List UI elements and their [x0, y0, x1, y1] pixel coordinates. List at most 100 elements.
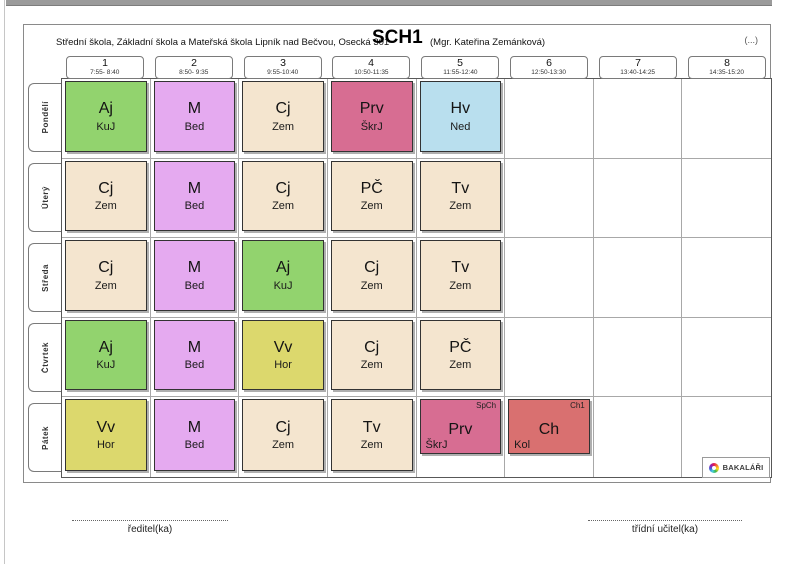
period-number: 2: [191, 56, 197, 69]
lesson-card[interactable]: Vv Hor: [65, 399, 147, 471]
lesson-card[interactable]: Cj Zem: [65, 160, 147, 232]
timetable-page: Střední škola, Základní škola a Mateřská…: [23, 24, 772, 483]
timetable-cell: Vv Hor: [239, 317, 328, 398]
lesson-card[interactable]: Tv Zem: [330, 399, 413, 471]
timetable-cell: [593, 397, 683, 477]
timetable-cell: M Bed: [150, 79, 240, 159]
teacher-abbr: Hor: [274, 359, 292, 372]
subject-abbr: Cj: [275, 179, 291, 197]
timetable-cell: Cj Zem: [239, 158, 328, 239]
period-time: 13:40-14:25: [620, 69, 656, 77]
day-label: Pondělí: [41, 101, 50, 134]
subject-abbr: PČ: [360, 179, 383, 197]
teacher-abbr: Zem: [272, 120, 295, 133]
subject-abbr: Cj: [275, 418, 291, 436]
teacher-abbr: Zem: [94, 200, 117, 213]
signature-dotted-line: [72, 520, 228, 521]
timetable-cell: Tv Zem: [327, 397, 417, 477]
lesson-card[interactable]: Tv Zem: [419, 240, 502, 311]
lesson-card[interactable]: M Bed: [153, 240, 236, 311]
period-time: 9:55-10:40: [267, 69, 299, 77]
teacher-abbr: Bed: [184, 120, 205, 133]
timetable-cell: Aj KuJ: [239, 238, 328, 318]
period-time: 11:55-12:40: [442, 69, 478, 77]
lesson-card[interactable]: Cj Zem: [330, 319, 413, 391]
period-time: 8:50- 9:35: [179, 69, 209, 77]
lesson-card[interactable]: Vv Hor: [242, 319, 324, 391]
timetable-cell: SpCh Prv ŠkrJ: [416, 397, 506, 477]
teacher-abbr: Ned: [450, 120, 471, 133]
period-tab-5: 5 11:55-12:40: [421, 56, 499, 79]
lesson-card[interactable]: Ch1 Ch Kol: [508, 399, 590, 455]
lesson-card[interactable]: Cj Zem: [242, 399, 324, 471]
timetable-cell: PČ Zem: [416, 317, 506, 398]
timetable-cell: [593, 238, 683, 318]
teacher-abbr: Bed: [184, 279, 205, 292]
teacher-abbr: Hor: [96, 439, 115, 452]
lesson-card[interactable]: Cj Zem: [242, 81, 324, 152]
teacher-abbr: Zem: [449, 279, 472, 292]
timetable-cell: [682, 79, 771, 159]
timetable-cell: M Bed: [150, 317, 240, 398]
lesson-card[interactable]: Tv Zem: [419, 160, 502, 232]
lesson-card[interactable]: M Bed: [153, 319, 236, 391]
bakalari-brand: BAKALÁŘI: [702, 457, 770, 478]
teacher-abbr: Zem: [94, 279, 117, 292]
window-top-bar: [6, 0, 772, 6]
teacher-abbr: Bed: [184, 359, 205, 372]
teacher-abbr: ŠkrJ: [360, 120, 383, 133]
teacher-abbr: KuJ: [273, 279, 293, 292]
subject-abbr: Cj: [275, 99, 291, 117]
timetable-cell: [505, 238, 594, 318]
day-tab-thursday: Čtvrtek: [28, 323, 62, 392]
subject-abbr: M: [187, 179, 202, 197]
lesson-card[interactable]: M Bed: [153, 160, 236, 232]
timetable-cell: Cj Zem: [327, 317, 417, 398]
timetable-cell: M Bed: [150, 238, 240, 318]
period-number: 1: [102, 56, 108, 69]
subject-abbr: Cj: [98, 259, 114, 277]
lesson-card[interactable]: Hv Ned: [419, 81, 502, 152]
timetable-cell: Cj Zem: [239, 79, 328, 159]
bakalari-logo-icon: [708, 462, 719, 473]
period-number: 8: [724, 56, 730, 69]
lesson-card[interactable]: M Bed: [153, 399, 236, 471]
teacher-abbr: Zem: [360, 279, 383, 292]
lesson-card[interactable]: Cj Zem: [65, 240, 147, 311]
director-label: ředitel(ka): [127, 524, 173, 535]
period-tab-6: 6 12:50-13:30: [510, 56, 588, 79]
lesson-card[interactable]: Aj KuJ: [242, 240, 324, 311]
subject-abbr: Tv: [451, 179, 470, 197]
group-label: SpCh: [476, 401, 497, 411]
period-tab-1: 1 7:55- 8:40: [66, 56, 144, 79]
period-tab-8: 8 14:35-15:20: [688, 56, 766, 79]
timetable-cell: [682, 158, 771, 239]
period-tab-2: 2 8:50- 9:35: [155, 56, 233, 79]
period-number: 5: [457, 56, 463, 69]
timetable-cell: Vv Hor: [62, 397, 151, 477]
lesson-card[interactable]: SpCh Prv ŠkrJ: [419, 399, 502, 455]
period-time: 14:35-15:20: [709, 69, 745, 77]
lesson-card[interactable]: Cj Zem: [242, 160, 324, 232]
lesson-card[interactable]: Aj KuJ: [65, 319, 147, 391]
day-label: Pátek: [41, 425, 50, 450]
timetable-cell: Cj Zem: [62, 158, 151, 239]
period-time: 7:55- 8:40: [90, 69, 120, 77]
timetable-cell: [593, 158, 683, 239]
lesson-card[interactable]: Cj Zem: [330, 240, 413, 311]
teacher-abbr: KuJ: [96, 359, 116, 372]
lesson-card[interactable]: PČ Zem: [419, 319, 502, 391]
subject-abbr: Vv: [96, 418, 116, 436]
timetable-cell: Hv Ned: [416, 79, 506, 159]
lesson-card[interactable]: Aj KuJ: [65, 81, 147, 152]
subject-abbr: Vv: [273, 338, 293, 356]
lesson-card[interactable]: Prv ŠkrJ: [330, 81, 413, 152]
lesson-card[interactable]: PČ Zem: [330, 160, 413, 232]
period-number: 7: [635, 56, 641, 69]
day-label: Čtvrtek: [41, 341, 50, 374]
lesson-card[interactable]: M Bed: [153, 81, 236, 152]
timetable-cell: Cj Zem: [62, 238, 151, 318]
day-label: Úterý: [41, 186, 50, 209]
timetable-cell: M Bed: [150, 397, 240, 477]
group-label: Ch1: [570, 401, 585, 411]
